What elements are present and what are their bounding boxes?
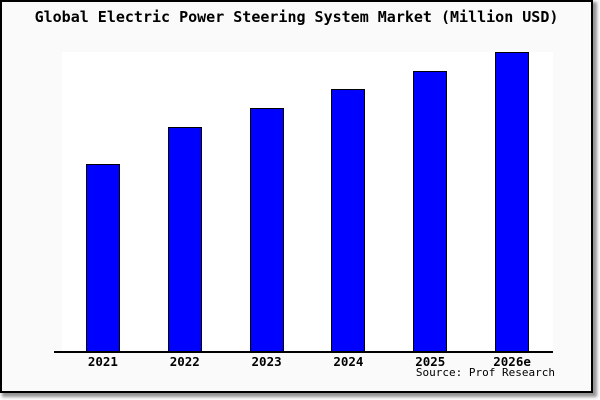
x-tick-label-2021: 2021	[87, 354, 118, 369]
bar-2025	[413, 71, 448, 352]
x-tick-label-2025: 2025	[415, 354, 446, 369]
chart-card: Global Electric Power Steering System Ma…	[0, 0, 593, 393]
plot-area	[62, 52, 553, 352]
bar-2026e	[495, 52, 530, 352]
x-tick-label-2026e: 2026e	[493, 354, 531, 369]
x-tick-label-2024: 2024	[333, 354, 364, 369]
x-axis-line	[54, 351, 553, 353]
bar-2023	[249, 108, 284, 352]
bar-2024	[331, 89, 366, 352]
source-note: Source: Prof Research	[415, 366, 555, 379]
bar-2021	[85, 164, 120, 352]
x-tick-label-2022: 2022	[169, 354, 200, 369]
bar-2022	[167, 127, 202, 352]
chart-title: Global Electric Power Steering System Ma…	[34, 8, 559, 26]
x-tick-label-2023: 2023	[251, 354, 282, 369]
